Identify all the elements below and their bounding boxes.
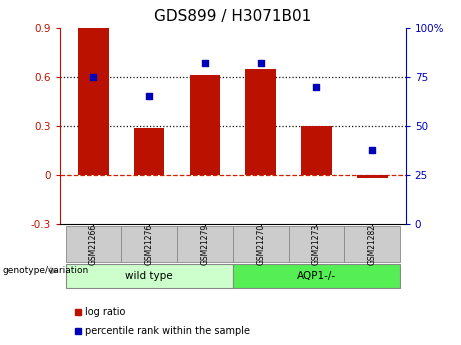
Text: GSM21279: GSM21279 [201, 224, 209, 265]
Point [146, 93, 153, 99]
Bar [245, 69, 276, 175]
Text: GSM21276: GSM21276 [145, 224, 154, 265]
Bar [233, 264, 400, 288]
Point [201, 60, 209, 66]
Bar [357, 175, 388, 178]
Text: GSM21266: GSM21266 [89, 224, 98, 265]
Bar [121, 226, 177, 262]
Text: percentile rank within the sample: percentile rank within the sample [85, 326, 250, 336]
Bar [289, 226, 344, 262]
Text: GSM21273: GSM21273 [312, 224, 321, 265]
Text: GSM21282: GSM21282 [368, 224, 377, 265]
Bar [65, 264, 233, 288]
Title: GDS899 / H3071B01: GDS899 / H3071B01 [154, 9, 312, 24]
Text: genotype/variation: genotype/variation [2, 266, 89, 275]
Text: wild type: wild type [125, 271, 173, 281]
Point [90, 74, 97, 80]
Bar [233, 226, 289, 262]
Bar [134, 128, 165, 175]
Bar [301, 126, 332, 175]
Text: GSM21270: GSM21270 [256, 224, 265, 265]
Bar [177, 226, 233, 262]
Bar [78, 28, 109, 175]
Point [313, 84, 320, 89]
Point [368, 147, 376, 152]
Text: AQP1-/-: AQP1-/- [297, 271, 336, 281]
Point [257, 60, 264, 66]
Text: log ratio: log ratio [85, 307, 126, 317]
Bar [189, 75, 220, 175]
Bar [65, 226, 121, 262]
Bar [344, 226, 400, 262]
